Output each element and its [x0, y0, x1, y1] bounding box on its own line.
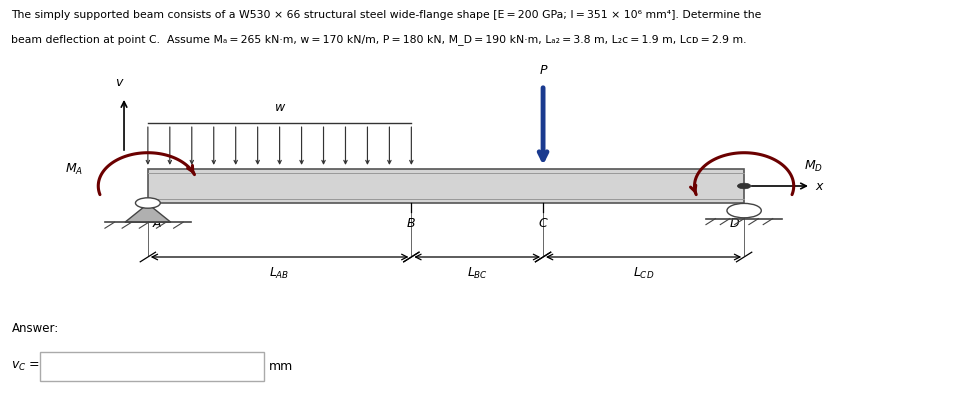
Bar [40, 352, 264, 381]
Text: $L_{BC}$: $L_{BC}$ [466, 266, 487, 281]
Text: $L_{AB}$: $L_{AB}$ [269, 266, 290, 281]
Circle shape [737, 183, 750, 189]
Text: $M_A$: $M_A$ [65, 162, 83, 177]
Text: $M_D$: $M_D$ [802, 158, 821, 174]
Text: beam deflection at point C.  Assume Mₐ = 265 kN·m, w = 170 kN/m, P = 180 kN, M_D: beam deflection at point C. Assume Mₐ = … [11, 34, 746, 45]
Text: v: v [115, 76, 123, 89]
Text: $v_C$ =: $v_C$ = [11, 360, 40, 372]
Circle shape [726, 203, 760, 218]
Text: w: w [274, 101, 284, 114]
Polygon shape [125, 204, 171, 222]
Text: x: x [815, 180, 822, 192]
Text: Answer:: Answer: [11, 322, 59, 335]
Text: D: D [729, 217, 739, 230]
Text: The simply supported beam consists of a W530 × 66 structural steel wide-flange s: The simply supported beam consists of a … [11, 10, 761, 20]
Text: mm: mm [269, 360, 293, 372]
Text: A: A [152, 217, 161, 230]
Bar [148, 169, 743, 203]
Text: $L_{CD}$: $L_{CD}$ [632, 266, 654, 281]
Circle shape [135, 198, 160, 208]
Text: C: C [538, 217, 547, 230]
Text: B: B [407, 217, 416, 230]
Text: P: P [538, 64, 546, 77]
